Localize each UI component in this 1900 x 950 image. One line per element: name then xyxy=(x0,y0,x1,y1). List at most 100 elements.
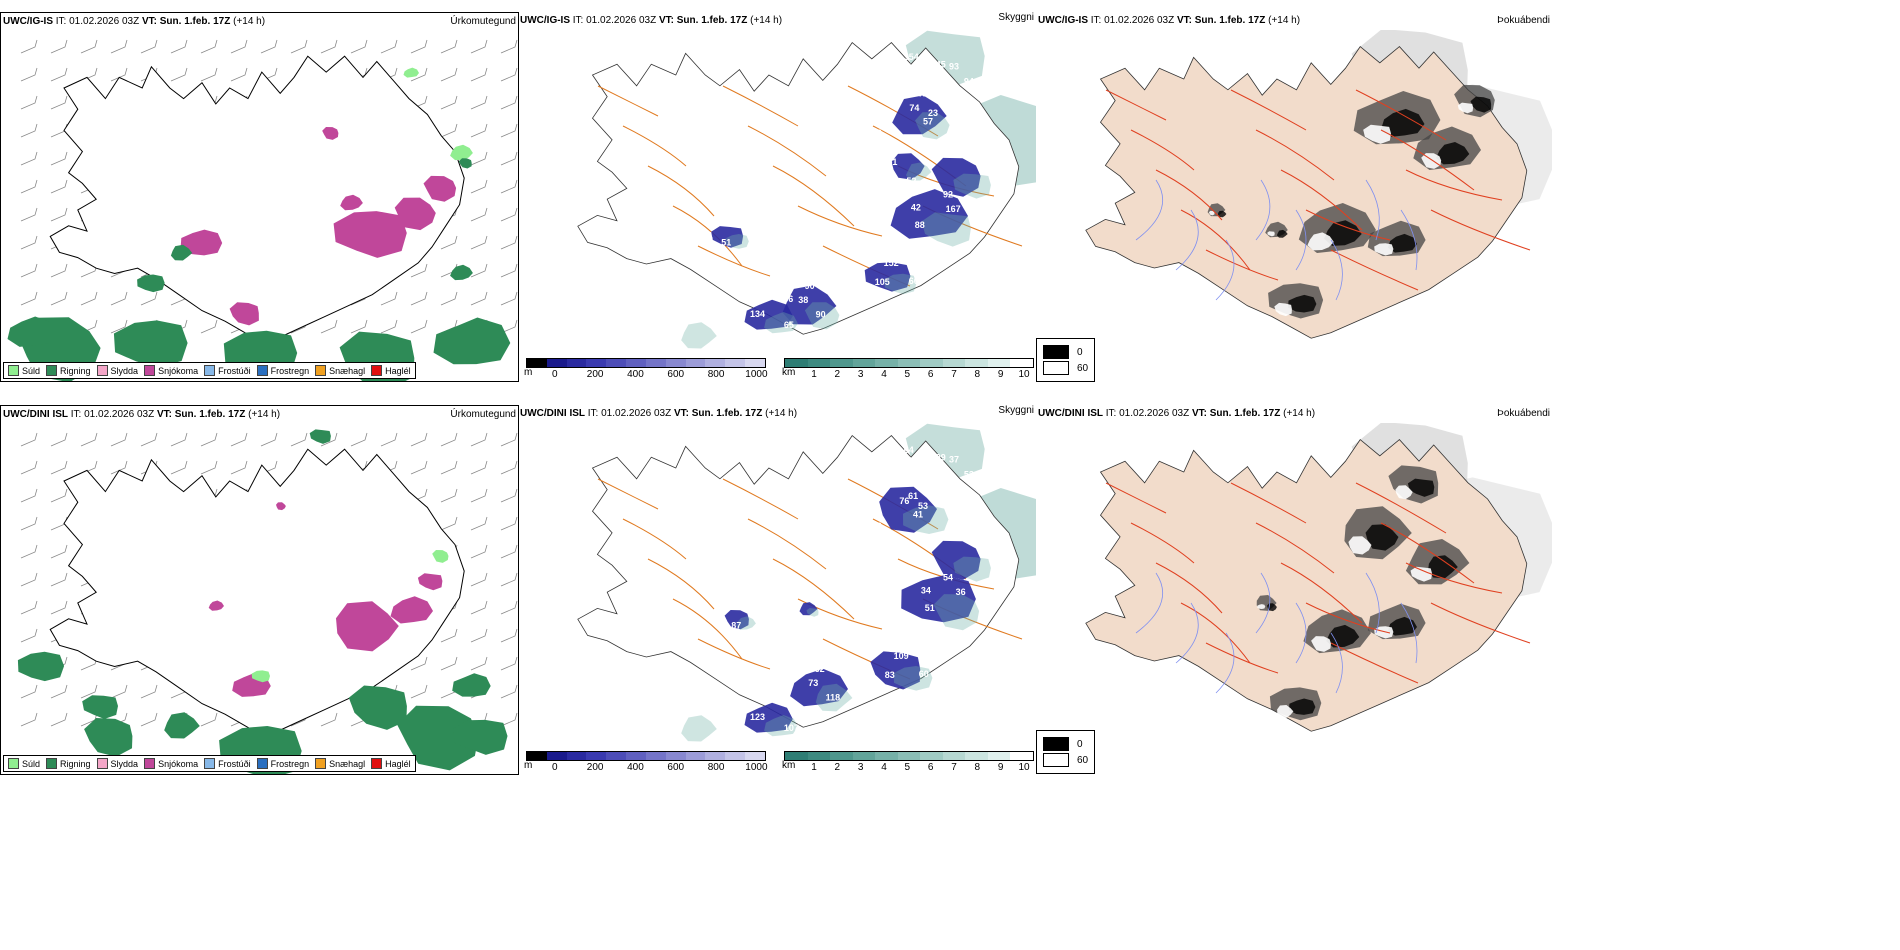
wind-barb xyxy=(500,516,518,531)
cloudbase-value: 354 xyxy=(904,52,919,62)
wind-barb xyxy=(80,291,98,306)
wind-barb xyxy=(20,123,38,138)
legend-label: Haglél xyxy=(385,365,411,376)
colorbar-tick: 10 xyxy=(1018,762,1030,773)
legend-label: Súld xyxy=(22,365,41,376)
wind-barb xyxy=(320,319,338,334)
cloudbase-value: 53 xyxy=(964,470,974,480)
wind-barb xyxy=(200,39,218,54)
cloudbase-value: 54 xyxy=(943,572,953,582)
wind-barb xyxy=(20,207,38,222)
wind-barb xyxy=(350,39,368,54)
wind-barb xyxy=(200,432,218,447)
legend-item: Frostúði xyxy=(204,365,251,376)
legend-swatch xyxy=(256,365,268,376)
colorbar-tick: 4 xyxy=(881,369,887,380)
colorbar-cell xyxy=(527,359,547,367)
wind-barb xyxy=(320,712,338,727)
cloudbase-value: 41 xyxy=(856,586,866,596)
wind-barb xyxy=(110,319,128,334)
cloudbase-value: 51 xyxy=(887,157,897,167)
cloudbase-value: 152 xyxy=(884,258,899,268)
wind-barb xyxy=(470,235,488,250)
colorbar-cell xyxy=(705,752,726,760)
legend-swatch xyxy=(46,365,58,376)
colorbar-cell xyxy=(645,359,666,367)
wind-barb xyxy=(410,263,428,278)
wind-barb xyxy=(110,432,128,447)
cloudbase-colorbar: 0 200 400 600 800 1000 m xyxy=(524,358,768,380)
fog-legend-item: 0 xyxy=(1043,345,1088,359)
colorbar-tick: 400 xyxy=(627,369,644,380)
cloudbase-value: 129 xyxy=(960,142,975,152)
legend-label: Frostúði xyxy=(218,365,251,376)
colorbar-tick: 1000 xyxy=(745,762,768,773)
cloudbase-value: 89 xyxy=(783,697,793,707)
colorbar-cell xyxy=(725,359,746,367)
cloudbase-map: 23 88 129 60 38 56 51 51 51 54 93 92 74 167 92 152 90 134… xyxy=(577,30,1036,349)
cloudbase-value: 93 xyxy=(949,62,959,72)
legend-swatch xyxy=(8,758,19,769)
cloudbase-value: 54 xyxy=(901,62,911,72)
colorbar-tick: 4 xyxy=(881,762,887,773)
cloudbase-value: 128 xyxy=(982,540,997,550)
precip-map xyxy=(17,429,518,774)
cloudbase-value: 51 xyxy=(892,142,902,152)
panel-variable: Úrkomutegund xyxy=(450,409,516,420)
legend-label: Frostregn xyxy=(270,758,310,769)
colorbar-cell xyxy=(745,752,765,760)
colorbar-cell xyxy=(965,359,988,367)
colorbar-cell xyxy=(1010,359,1034,367)
precip-panel-dini: UWC/DINI ISL IT: 01.02.2026 03Z VT: Sun.… xyxy=(0,405,519,775)
cloudbase-value: 71 xyxy=(713,614,723,624)
colorbar-cell xyxy=(875,359,898,367)
colorbar-tick: 10 xyxy=(1018,369,1030,380)
wind-barb xyxy=(170,67,188,82)
wind-barb xyxy=(80,39,98,54)
wind-barb xyxy=(50,207,68,222)
wind-barb xyxy=(200,712,218,727)
colorbar-cell xyxy=(852,359,876,367)
legend-label: Rigning xyxy=(60,365,91,376)
colorbar-tick: 800 xyxy=(707,369,725,380)
panel-title: UWC/DINI ISL IT: 01.02.2026 03Z VT: Sun.… xyxy=(3,409,281,420)
wind-barb xyxy=(500,235,518,250)
panel-title: UWC/DINI ISL IT: 01.02.2026 03Z VT: Sun.… xyxy=(1038,408,1316,419)
wind-barb xyxy=(500,712,518,727)
wind-barb xyxy=(140,684,158,699)
cloudbase-value: 51 xyxy=(925,603,935,613)
legend-item: Súld xyxy=(8,758,40,769)
cloudbase-value: 123 xyxy=(750,712,765,722)
cloudbase-value: 73 xyxy=(826,586,836,596)
cloudbase-value: 48 xyxy=(872,128,882,138)
cloudbase-value: 107 xyxy=(784,723,799,733)
cloudbase-value: 63 xyxy=(887,550,897,560)
cloudbase-value: 87 xyxy=(731,621,741,631)
cloudbase-value: 118 xyxy=(826,693,841,703)
wind-barb xyxy=(20,544,38,559)
colorbar-cell xyxy=(807,752,831,760)
wind-barb xyxy=(440,516,458,531)
legend-swatch xyxy=(371,365,383,376)
wind-barb xyxy=(20,67,38,82)
wind-barb xyxy=(440,460,458,475)
cloudbase-value: 65 xyxy=(784,320,794,330)
cloudbase-value: 53 xyxy=(918,501,928,511)
colorbar-tick: 6 xyxy=(927,762,934,773)
wind-barb xyxy=(440,39,458,54)
cloudbase-value: 37 xyxy=(949,455,959,465)
cloudbase-value: 167 xyxy=(946,204,961,214)
wind-barb xyxy=(20,432,38,447)
legend-swatch xyxy=(256,758,268,769)
wind-barb xyxy=(140,432,158,447)
colorbar-tick: 3 xyxy=(857,369,864,380)
colorbar-cell xyxy=(785,359,808,367)
cloudbase-value: 90 xyxy=(805,281,815,291)
wind-barb xyxy=(110,39,128,54)
cloudbase-panel-ig: UWC/IG-IS IT: 01.02.2026 03Z VT: Sun. 1.… xyxy=(518,12,1036,380)
precip-legend: Súld Rigning Slydda Snjókoma Frostúði Frostre… xyxy=(3,755,416,772)
wind-barb xyxy=(50,291,68,306)
wind-barb xyxy=(110,460,128,475)
colorbar-cell xyxy=(626,359,646,367)
cloudbase-areas xyxy=(724,486,991,737)
